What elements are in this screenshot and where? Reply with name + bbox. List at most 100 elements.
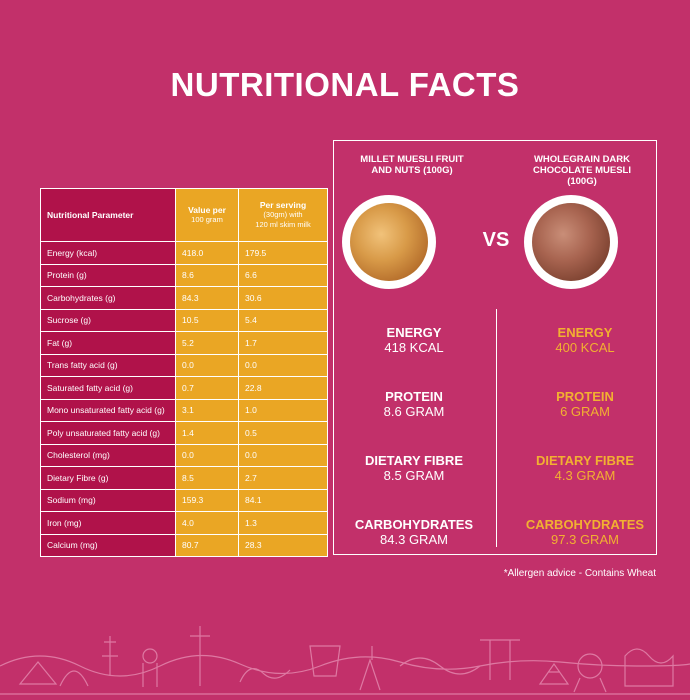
right-energy-label: ENERGY	[557, 325, 613, 340]
vs-label: VS	[482, 229, 510, 251]
nutrient-name: Iron (mg)	[40, 511, 176, 535]
nutrition-table: Nutritional Parameter Value per 100 gram…	[40, 188, 328, 557]
value-per-100g: 0.0	[175, 353, 239, 377]
table-row: Sodium (mg) 159.3 84.1	[40, 488, 328, 512]
nutrient-name: Calcium (mg)	[40, 533, 176, 557]
value-per-serving: 84.1	[238, 488, 328, 512]
value-per-serving: 1.0	[238, 398, 328, 422]
value-per-serving: 30.6	[238, 286, 328, 310]
right-energy-value: 400 KCAL	[555, 340, 615, 355]
allergen-note: *Allergen advice - Contains Wheat	[503, 568, 656, 579]
right-carb-value: 97.3 GRAM	[551, 532, 619, 547]
header-serving-line3: 120 ml skim milk	[255, 220, 311, 229]
left-protein-value: 8.6 GRAM	[383, 404, 445, 419]
right-fibre: DIETARY FIBRE 4.3 GRAM	[510, 453, 660, 483]
value-per-serving: 0.0	[238, 353, 328, 377]
right-protein-value: 6 GRAM	[560, 404, 610, 419]
table-row: Fat (g) 5.2 1.7	[40, 331, 328, 355]
table-row: Poly unsaturated fatty acid (g) 1.4 0.5	[40, 421, 328, 445]
left-fibre: DIETARY FIBRE 8.5 GRAM	[339, 453, 489, 483]
value-per-100g: 8.6	[175, 263, 239, 287]
page-title: NUTRITIONAL FACTS	[170, 66, 520, 103]
value-per-100g: 10.5	[175, 308, 239, 332]
product-name-right-line1: WHOLEGRAIN DARK	[533, 154, 631, 165]
value-per-100g: 5.2	[175, 331, 239, 355]
right-protein-label: PROTEIN	[556, 389, 614, 404]
product-name-left-line2: AND NUTS (100G)	[371, 165, 453, 176]
nutrient-name: Sodium (mg)	[40, 488, 176, 512]
value-per-serving: 1.7	[238, 331, 328, 355]
value-per-100g: 159.3	[175, 488, 239, 512]
nutrient-name: Energy (kcal)	[40, 241, 176, 265]
table-row: Trans fatty acid (g) 0.0 0.0	[40, 353, 328, 377]
nutrient-name: Sucrose (g)	[40, 308, 176, 332]
value-per-100g: 4.0	[175, 511, 239, 535]
value-per-100g: 84.3	[175, 286, 239, 310]
left-fibre-label: DIETARY FIBRE	[365, 453, 463, 468]
product-name-left-line1: MILLET MUESLI FRUIT	[360, 154, 464, 165]
value-per-100g: 80.7	[175, 533, 239, 557]
table-row: Calcium (mg) 80.7 28.3	[40, 533, 328, 557]
left-protein: PROTEIN 8.6 GRAM	[339, 389, 489, 419]
right-protein: PROTEIN 6 GRAM	[510, 389, 660, 419]
table-row: Mono unsaturated fatty acid (g) 3.1 1.0	[40, 398, 328, 422]
nutrient-name: Protein (g)	[40, 263, 176, 287]
value-per-serving: 179.5	[238, 241, 328, 265]
nutrient-name: Poly unsaturated fatty acid (g)	[40, 421, 176, 445]
left-energy-value: 418 KCAL	[384, 340, 444, 355]
nutrient-name: Dietary Fibre (g)	[40, 466, 176, 490]
value-per-100g: 418.0	[175, 241, 239, 265]
value-per-serving: 22.8	[238, 376, 328, 400]
table-header-row: Nutritional Parameter Value per 100 gram…	[40, 188, 328, 242]
table-row: Sucrose (g) 10.5 5.4	[40, 308, 328, 332]
village-illustration-footer	[0, 626, 690, 695]
right-fibre-label: DIETARY FIBRE	[536, 453, 634, 468]
left-carb: CARBOHYDRATES 84.3 GRAM	[339, 517, 489, 547]
comparison-panel: MILLET MUESLI FRUIT AND NUTS (100G) WHOL…	[333, 140, 657, 555]
right-energy: ENERGY 400 KCAL	[510, 325, 660, 355]
product-name-right-line2: CHOCOLATE MUESLI	[533, 165, 631, 176]
nutrient-name: Cholesterol (mg)	[40, 443, 176, 467]
table-row: Cholesterol (mg) 0.0 0.0	[40, 443, 328, 467]
right-carb-label: CARBOHYDRATES	[525, 517, 645, 532]
nutrient-name: Saturated fatty acid (g)	[40, 376, 176, 400]
nutrition-table-body: Energy (kcal) 418.0 179.5 Protein (g) 8.6 6.6…	[40, 241, 328, 557]
left-energy: ENERGY 418 KCAL	[339, 325, 489, 355]
value-per-100g: 8.5	[175, 466, 239, 490]
value-per-serving: 2.7	[238, 466, 328, 490]
value-per-serving: 28.3	[238, 533, 328, 557]
header-serving-line1: Per serving	[259, 200, 307, 210]
nutrient-name: Fat (g)	[40, 331, 176, 355]
table-row: Carbohydrates (g) 84.3 30.6	[40, 286, 328, 310]
value-per-serving: 6.6	[238, 263, 328, 287]
product-name-left: MILLET MUESLI FRUIT AND NUTS (100G)	[342, 154, 482, 176]
left-energy-label: ENERGY	[386, 325, 442, 340]
chocolate-muesli-bowl-image	[524, 195, 618, 289]
left-carb-label: CARBOHYDRATES	[354, 517, 474, 532]
value-per-100g: 0.7	[175, 376, 239, 400]
header-per100-line1: Value per	[188, 205, 226, 215]
nutrient-name: Mono unsaturated fatty acid (g)	[40, 398, 176, 422]
column-divider	[496, 309, 497, 547]
table-row: Dietary Fibre (g) 8.5 2.7	[40, 466, 328, 490]
table-row: Energy (kcal) 418.0 179.5	[40, 241, 328, 265]
left-protein-label: PROTEIN	[385, 389, 443, 404]
right-carb: CARBOHYDRATES 97.3 GRAM	[510, 517, 660, 547]
nutrient-name: Carbohydrates (g)	[40, 286, 176, 310]
header-serving-line2: (30gm) with	[263, 210, 303, 219]
table-row: Iron (mg) 4.0 1.3	[40, 511, 328, 535]
value-per-100g: 1.4	[175, 421, 239, 445]
value-per-serving: 1.3	[238, 511, 328, 535]
right-fibre-value: 4.3 GRAM	[554, 468, 616, 483]
product-name-right: WHOLEGRAIN DARK CHOCOLATE MUESLI (100G)	[512, 154, 652, 187]
value-per-serving: 0.0	[238, 443, 328, 467]
header-param: Nutritional Parameter	[40, 188, 176, 242]
left-fibre-value: 8.5 GRAM	[383, 468, 445, 483]
value-per-serving: 5.4	[238, 308, 328, 332]
header-serving: Per serving (30gm) with 120 ml skim milk	[238, 188, 328, 242]
product-name-right-line3: (100G)	[567, 176, 597, 187]
value-per-100g: 0.0	[175, 443, 239, 467]
value-per-serving: 0.5	[238, 421, 328, 445]
table-row: Saturated fatty acid (g) 0.7 22.8	[40, 376, 328, 400]
